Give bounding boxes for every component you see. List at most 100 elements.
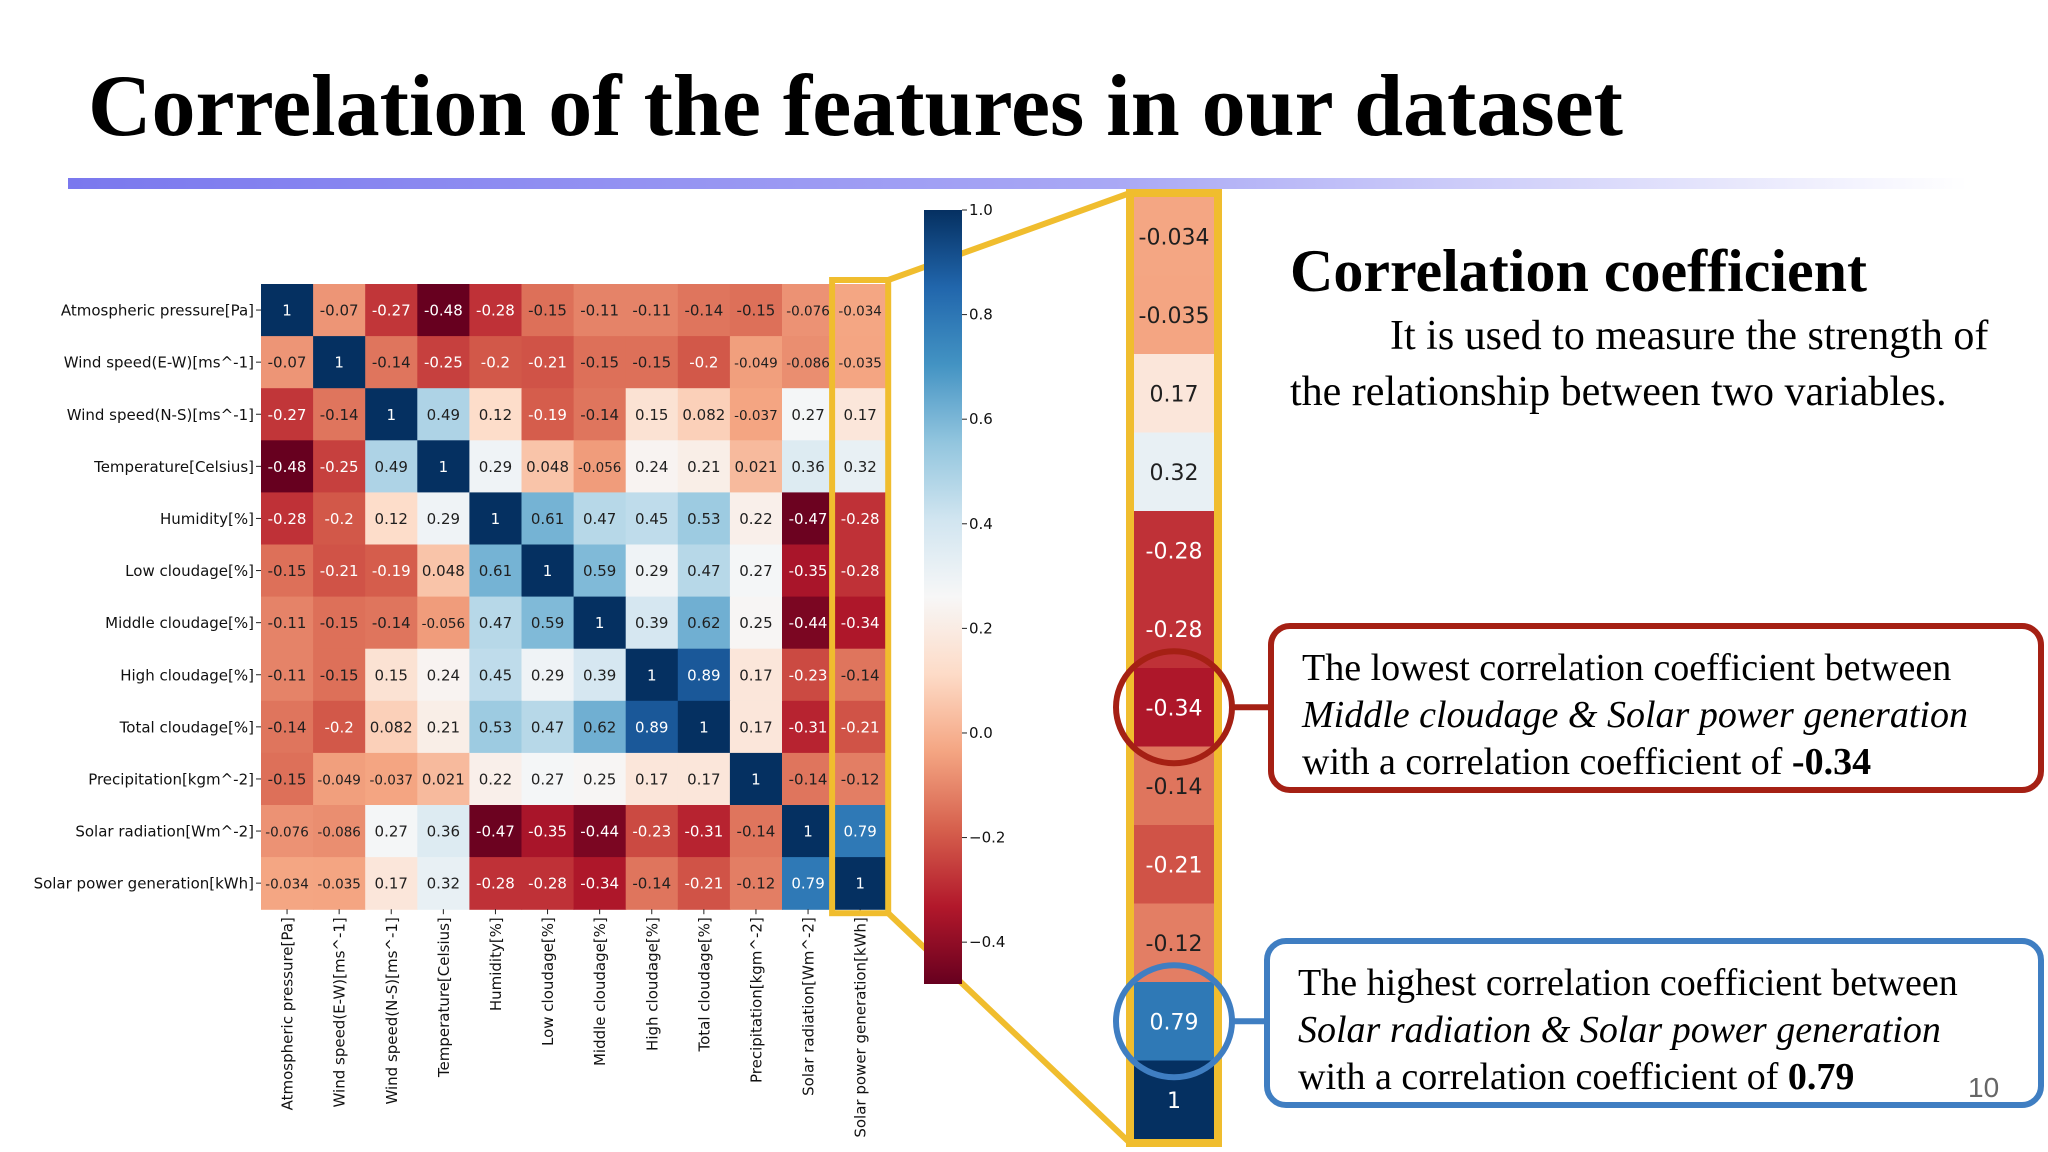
heatmap-cell-label: -0.15 xyxy=(268,562,307,580)
heatmap-cell-label: 0.17 xyxy=(635,770,668,788)
heatmap-column-labels: Atmospheric pressure[Pa] Wind speed(E-W)[… xyxy=(279,909,870,1138)
heatmap-cell-label: 0.59 xyxy=(531,614,564,632)
heatmap-cell xyxy=(313,648,366,702)
heatmap-cell xyxy=(469,596,523,650)
heatmap-cell xyxy=(573,805,627,858)
heatmap-cell xyxy=(313,544,366,598)
heatmap-cell xyxy=(521,752,575,806)
heatmap-cell-label: -0.19 xyxy=(528,406,567,424)
heatmap-cell-label: -0.056 xyxy=(578,460,622,476)
page-number: 10 xyxy=(1968,1072,2000,1103)
heatmap-cell-label: 0.61 xyxy=(531,510,564,528)
heatmap-cell-label: 0.32 xyxy=(843,458,876,476)
heatmap-cell xyxy=(365,440,418,493)
strip-cell-label: -0.34 xyxy=(1146,696,1203,721)
heatmap-cell xyxy=(469,492,523,546)
strip-cell-label: -0.035 xyxy=(1139,304,1210,329)
heatmap-cell xyxy=(313,857,366,910)
row-label: Wind speed(E-W)[ms^-1] xyxy=(64,354,254,372)
heatmap-cell xyxy=(834,284,887,337)
heatmap-cell-label: 1 xyxy=(439,458,449,476)
colorbar-tick-label: 0.6 xyxy=(969,410,993,428)
heatmap-cell-label: -0.076 xyxy=(786,304,830,320)
strip-cell xyxy=(1134,275,1214,355)
heatmap-cell xyxy=(261,752,314,806)
strip-cell xyxy=(1134,354,1214,434)
heatmap-cell-label: 1 xyxy=(595,614,605,632)
heatmap-cell-label: -0.037 xyxy=(734,408,778,424)
heatmap-cell xyxy=(625,648,679,702)
heatmap-cell-label: 1 xyxy=(491,510,501,528)
heatmap-cell xyxy=(677,336,731,389)
heatmap-cell xyxy=(573,440,627,493)
heatmap-cell-label: 0.12 xyxy=(479,406,512,424)
heatmap-cell-label: 0.29 xyxy=(531,666,564,684)
row-label: Middle cloudage[%] xyxy=(105,614,254,632)
heatmap-cell xyxy=(573,284,627,337)
heatmap-cell xyxy=(261,805,314,858)
heatmap-cell xyxy=(365,284,418,337)
heatmap-cell xyxy=(573,752,627,806)
heatmap-cell xyxy=(261,492,314,546)
heatmap-cell-label: 0.17 xyxy=(739,666,772,684)
heatmap-cell-label: 0.27 xyxy=(531,770,564,788)
heatmap-cell xyxy=(834,752,887,806)
colorbar-gradient xyxy=(924,210,962,984)
heatmap-cell-label: 0.021 xyxy=(734,458,777,476)
slide-title: Correlation of the features in our datas… xyxy=(88,58,1623,155)
heatmap-cell-label: -0.48 xyxy=(268,458,307,476)
heatmap-cell-label: -0.037 xyxy=(369,772,413,788)
heatmap-cell xyxy=(729,284,783,337)
heatmap-cell xyxy=(469,440,523,493)
column-label: Low cloudage[%] xyxy=(539,917,557,1046)
heatmap-cell xyxy=(417,388,470,441)
heatmap-cell-label: 0.32 xyxy=(427,875,460,893)
strip-cell xyxy=(1134,668,1214,748)
strip-cell xyxy=(1134,197,1214,277)
heatmap-cell-label: -0.14 xyxy=(372,354,411,372)
heatmap-row-labels: Atmospheric pressure[Pa] Wind speed(E-W)[… xyxy=(34,302,261,893)
row-label: Humidity[%] xyxy=(160,510,254,528)
heatmap-cell xyxy=(729,805,783,858)
highlighted-column-frame xyxy=(829,277,892,917)
heatmap-cell xyxy=(625,492,679,546)
heatmap-cell xyxy=(313,336,366,389)
heatmap-cell xyxy=(834,596,887,650)
heatmap-cell xyxy=(521,284,575,337)
heatmap-cells xyxy=(261,284,887,910)
heatmap-cell xyxy=(365,336,418,389)
heatmap-cell xyxy=(782,805,835,858)
callout-value: -0.34 xyxy=(1791,741,1872,783)
heatmap-cell xyxy=(834,492,887,546)
heatmap-cell xyxy=(365,752,418,806)
heatmap-cell xyxy=(313,752,366,806)
colorbar-tick-label: 0.2 xyxy=(969,619,993,637)
heatmap-cell xyxy=(521,492,575,546)
heatmap-cell-label: 0.17 xyxy=(375,875,408,893)
heatmap-cell xyxy=(834,388,887,441)
heatmap-cell xyxy=(417,336,470,389)
heatmap-cell-label: 1 xyxy=(855,875,865,893)
heatmap-cell xyxy=(365,492,418,546)
heatmap-cell xyxy=(521,440,575,493)
heatmap-cell-label: 0.25 xyxy=(583,770,616,788)
heatmap-cell-label: 1 xyxy=(647,666,657,684)
highest-correlation-callout: The highest correlation coefficient betw… xyxy=(1264,938,2044,1108)
heatmap-cell xyxy=(469,648,523,702)
heatmap-cell xyxy=(417,700,470,754)
heatmap-cell-label: -0.14 xyxy=(320,406,359,424)
heatmap-cell-label: 0.27 xyxy=(791,406,824,424)
heatmap-cell-label: -0.19 xyxy=(372,562,411,580)
callout-prefix: The highest correlation coefficient betw… xyxy=(1298,962,1958,1004)
heatmap-cell xyxy=(417,752,470,806)
heatmap-cell xyxy=(521,805,575,858)
heatmap-cell-label: -0.21 xyxy=(841,718,880,736)
heatmap-cell xyxy=(521,388,575,441)
heatmap-cell-label: -0.44 xyxy=(580,823,619,841)
heatmap-cell xyxy=(469,388,523,441)
coefficient-description: It is used to measure the strength of th… xyxy=(1290,313,1989,415)
strip-cell-label: -0.28 xyxy=(1146,539,1203,564)
heatmap-cell-label: 0.22 xyxy=(479,770,512,788)
colorbar-tick-label: 0.0 xyxy=(969,724,993,742)
heatmap-cell xyxy=(313,805,366,858)
